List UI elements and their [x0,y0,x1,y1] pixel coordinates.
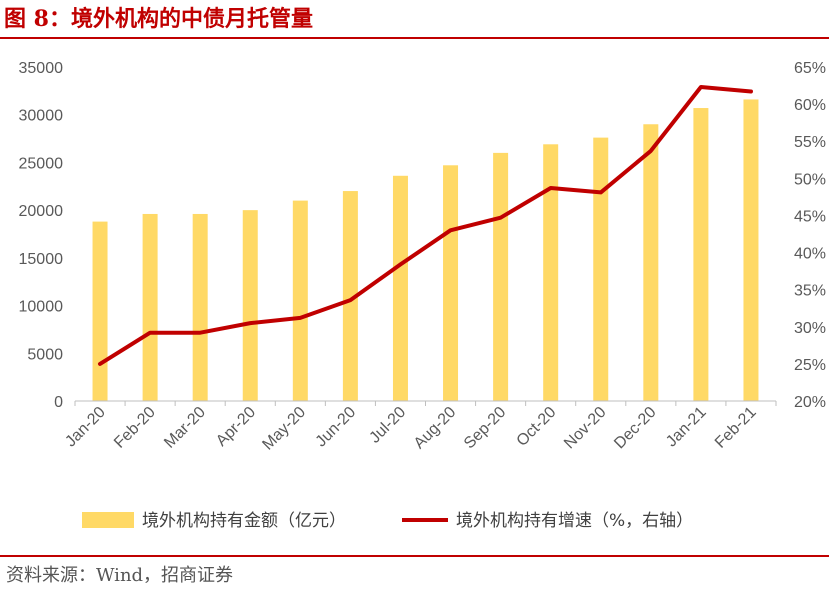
x-tick-label: Nov-20 [561,404,610,453]
footer-rule [0,555,829,557]
x-tick-label: Oct-20 [514,404,560,450]
y-left-tick-label: 25000 [19,155,64,172]
y-right-tick-label: 40% [794,246,826,263]
bar [242,210,258,401]
bar [292,200,308,401]
x-tick-label: Dec-20 [611,404,660,453]
series-line [98,85,753,366]
bar [693,108,709,401]
legend-label-bar: 境外机构持有金额（亿元） [142,511,346,531]
y-right-tick-label: 50% [794,171,826,188]
y-left-tick-label: 15000 [19,251,64,268]
x-tick-label: Feb-21 [712,404,760,452]
title-rule [0,37,829,39]
y-left-tick-label: 30000 [19,108,64,125]
bar [92,221,108,401]
x-tick-label: Mar-20 [161,404,209,452]
x-tick-label: Jun-20 [313,404,360,451]
source-note: 资料来源：Wind，招商证券 [6,565,234,586]
y-right-tick-label: 65% [794,60,826,77]
chart-area: Jan-20 Feb-20 Mar-20 Apr-20 May-20 Jun-20 Jul-… [19,60,827,531]
bar [392,175,408,401]
legend-label-line: 境外机构持有增速（%，右轴） [456,511,693,531]
y-left-tick-label: 5000 [27,346,63,363]
bar [443,165,459,401]
y-left-tick-label: 10000 [19,299,64,316]
bar [142,213,158,401]
x-tick-label: Jan-20 [62,404,109,451]
bar [743,99,759,401]
x-tick-label: Sep-20 [461,404,510,453]
y-right-tick-label: 45% [794,208,826,225]
x-tick-label: Jan-21 [663,404,710,451]
bar [493,152,509,401]
y-right-tick-label: 30% [794,320,826,337]
bar [342,191,358,401]
y-right-tick-label: 55% [794,134,826,151]
x-tick-label: Aug-20 [411,404,460,453]
bar [643,124,659,401]
y-left-tick-label: 20000 [19,203,64,220]
x-tick-label: Feb-20 [111,404,159,452]
x-tick-label: May-20 [259,404,309,454]
bar [192,213,208,401]
y-right-tick-label: 35% [794,283,826,300]
bar [593,137,609,402]
x-tick-label: Jul-20 [366,404,409,447]
x-tick-label: Apr-20 [213,404,259,450]
y-left-tick-label: 0 [54,394,63,411]
y-right-tick-label: 25% [794,357,826,374]
legend-swatch-bar [82,512,134,528]
y-left-tick-label: 35000 [19,60,64,77]
bar [543,144,559,401]
figure-title: 图 8：境外机构的中债月托管量 [4,6,313,32]
y-right-tick-label: 60% [794,97,826,114]
y-right-tick-label: 20% [794,394,826,411]
